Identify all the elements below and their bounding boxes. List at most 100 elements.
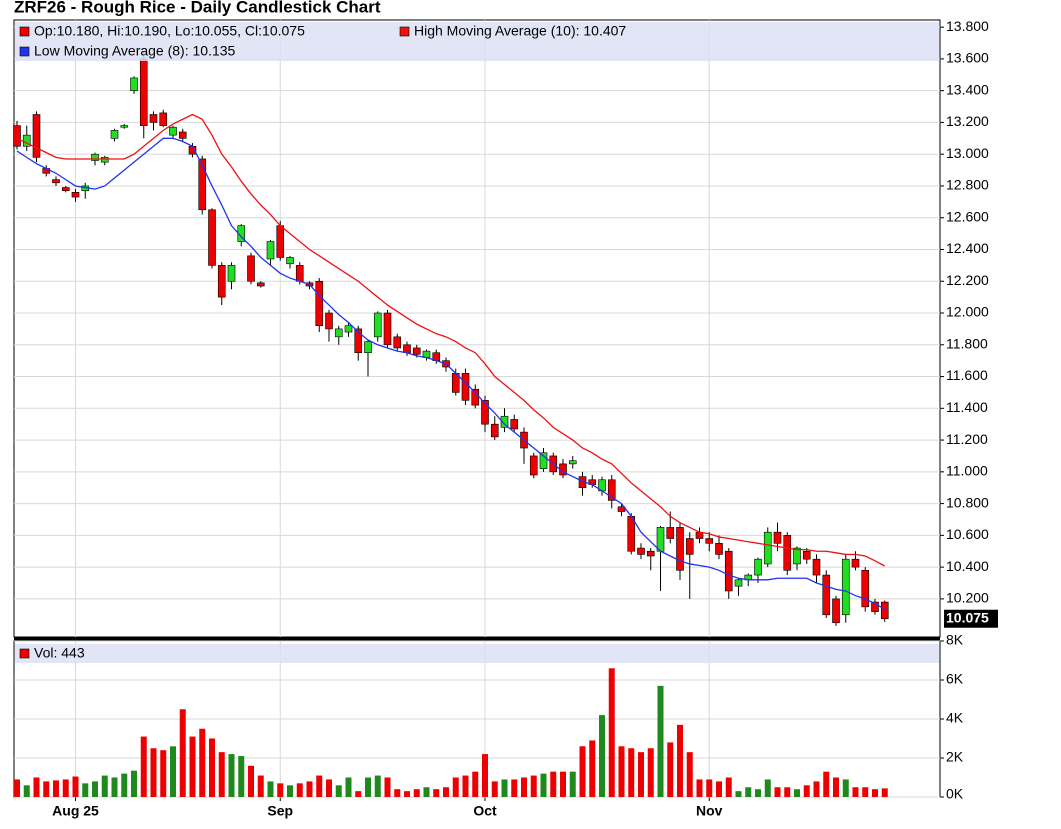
volume-bar (511, 779, 518, 797)
candle-body (120, 125, 129, 128)
volume-bar (82, 783, 89, 797)
legend-label: Low Moving Average (8): 10.135 (34, 43, 236, 59)
volume-bar (716, 781, 722, 797)
volume-bar (521, 777, 527, 797)
candle-body (32, 114, 41, 158)
price-panel (13, 19, 941, 638)
volume-bar (774, 787, 781, 797)
candle-body (724, 550, 733, 592)
volume-bar (862, 787, 869, 797)
candle-body (344, 325, 353, 333)
candle-body (529, 455, 538, 476)
candle-body (510, 419, 519, 430)
y-tick-label: 12.000 (946, 304, 989, 320)
volume-bar (472, 771, 479, 797)
y-tick-label: 13.000 (946, 145, 989, 161)
volume-bar (735, 791, 742, 797)
volume-bar (189, 736, 196, 797)
candle-body (871, 601, 879, 612)
volume-bar (686, 752, 693, 797)
volume-bar (296, 783, 303, 797)
y-tick-label: 6K (946, 671, 964, 687)
candle-body (715, 542, 723, 555)
candle-body (315, 280, 324, 327)
volume-bar (852, 787, 859, 797)
candle-body (646, 550, 655, 557)
candle-body (763, 531, 772, 565)
volume-bar (872, 789, 878, 797)
candle-body (217, 265, 226, 298)
y-tick-label: 13.600 (946, 50, 989, 66)
candle-body (100, 157, 109, 163)
volume-bar (482, 754, 488, 797)
candle-body (656, 527, 665, 552)
moving-average-line (16, 113, 886, 567)
candle-body (568, 460, 577, 465)
volume-bar (638, 752, 644, 797)
y-tick-label: 11.200 (946, 431, 988, 447)
volume-bar (608, 668, 615, 797)
candle-body (286, 257, 294, 265)
candle-body (734, 579, 743, 587)
volume-bar (199, 728, 206, 797)
legend-swatch (19, 26, 30, 37)
candle-body (169, 126, 177, 136)
legend-swatch (19, 46, 30, 57)
candle-body (354, 328, 363, 354)
candle-body (666, 527, 675, 539)
volume-bar (335, 785, 342, 797)
volume-bar (628, 748, 635, 797)
volume-bar (491, 781, 498, 797)
y-tick-label: 12.800 (946, 177, 989, 193)
candle-body (266, 241, 275, 260)
last-price-box (944, 609, 998, 628)
volume-bar (306, 781, 313, 797)
y-tick-label: 0K (946, 786, 964, 802)
volume-bar (150, 748, 157, 797)
y-tick-label: 4K (946, 710, 964, 726)
volume-bar (72, 776, 79, 797)
volume-bar (316, 775, 323, 797)
y-tick-label: 12.400 (946, 240, 989, 256)
volume-bar (218, 752, 225, 797)
volume-bar (794, 789, 800, 797)
volume-bar (277, 783, 284, 797)
volume-bar (413, 789, 420, 797)
candle-body (325, 312, 333, 330)
volume-bar (365, 777, 371, 797)
volume-bar (842, 779, 849, 797)
x-tick-label: Nov (696, 803, 723, 819)
candle-body (754, 558, 762, 576)
candle-body (793, 547, 801, 565)
volume-bar (92, 781, 98, 797)
candle-body (149, 114, 158, 123)
candle-body (851, 558, 860, 568)
legend-swatch (19, 648, 30, 659)
candle-body (841, 558, 850, 616)
y-tick-label: 13.200 (946, 113, 989, 129)
candle-body (130, 77, 138, 91)
y-tick-label: 13.800 (946, 18, 989, 34)
candle-body (637, 547, 645, 555)
candle-body (247, 255, 255, 282)
volume-bar (14, 779, 20, 797)
volume-bar (384, 777, 391, 797)
candle-body (676, 527, 684, 571)
candle-body (13, 125, 21, 147)
volume-bar (764, 779, 771, 797)
volume-bar (23, 785, 30, 797)
chart-title: ZRF26 - Rough Rice - Daily Candlestick C… (14, 0, 381, 16)
volume-bar (462, 775, 469, 797)
volume-bar (170, 746, 176, 797)
volume-bar (248, 765, 254, 797)
volume-bar (540, 773, 547, 797)
volume-bar (257, 775, 264, 797)
candle-body (334, 328, 343, 338)
volume-bar (501, 779, 508, 797)
volume-bar (345, 777, 352, 797)
candle-body (607, 479, 616, 501)
volume-bar (579, 746, 586, 797)
candle-body (812, 558, 821, 576)
volume-bar (374, 775, 381, 797)
